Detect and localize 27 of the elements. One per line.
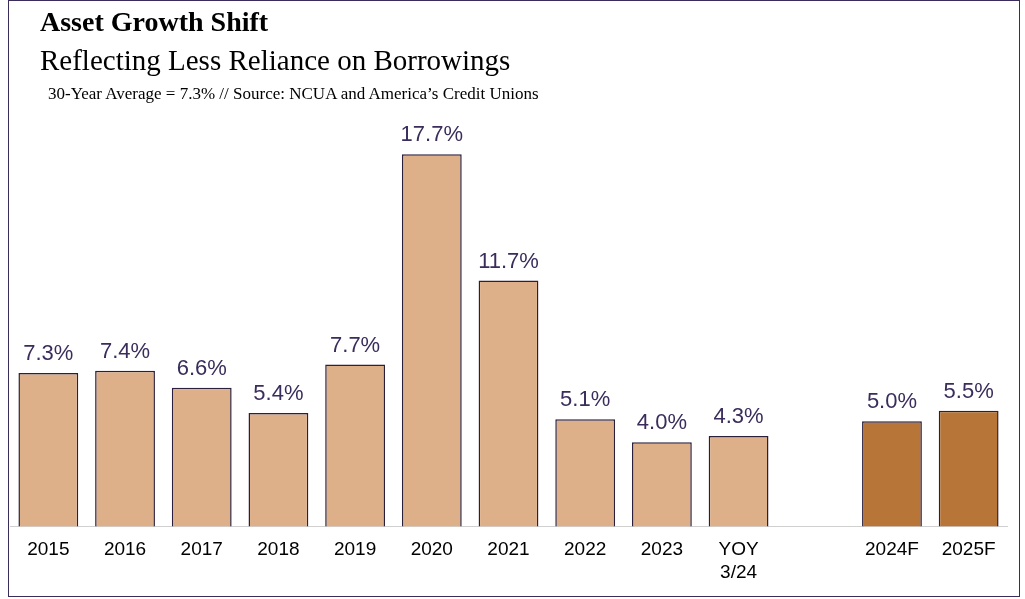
- text: 30-Year Average = 7.3% // Source: NCUA and America’s Credit Unions: [48, 84, 539, 104]
- data-label: 5.5%: [943, 377, 994, 403]
- data-label: 6.6%: [176, 354, 227, 380]
- data-label: 4.3%: [713, 403, 764, 429]
- chart-subtitle: Reflecting Less Reliance on Borrowings: [40, 44, 511, 77]
- data-label: 17.7%: [400, 121, 463, 147]
- x-tick-label: 2016: [103, 538, 147, 560]
- data-label: 5.0%: [866, 388, 918, 414]
- x-tick-label: 2018: [257, 538, 300, 560]
- data-label: 7.7%: [330, 331, 381, 357]
- x-tick-label: 2017: [180, 538, 223, 560]
- chart-title: Asset Growth Shift: [40, 6, 269, 38]
- x-tick-label: YOY 3/24: [718, 538, 759, 582]
- data-label: 4.0%: [636, 409, 687, 435]
- x-tick-label: 2020: [410, 538, 453, 560]
- x-tick-label: 2024F: [865, 538, 919, 560]
- x-tick-label: 2022: [564, 538, 607, 560]
- x-tick-label: 2015: [27, 538, 70, 560]
- data-label: 7.4%: [99, 337, 151, 363]
- x-tick-label: 2021: [487, 538, 530, 560]
- x-tick-label: 2023: [640, 538, 684, 560]
- data-label: 5.1%: [560, 386, 611, 412]
- x-tick-label: 2025F: [941, 538, 996, 560]
- data-label: 5.4%: [253, 379, 304, 405]
- x-tick-label: 2019: [333, 538, 377, 560]
- data-label: 7.3%: [23, 340, 74, 365]
- data-label: 11.7%: [478, 247, 539, 273]
